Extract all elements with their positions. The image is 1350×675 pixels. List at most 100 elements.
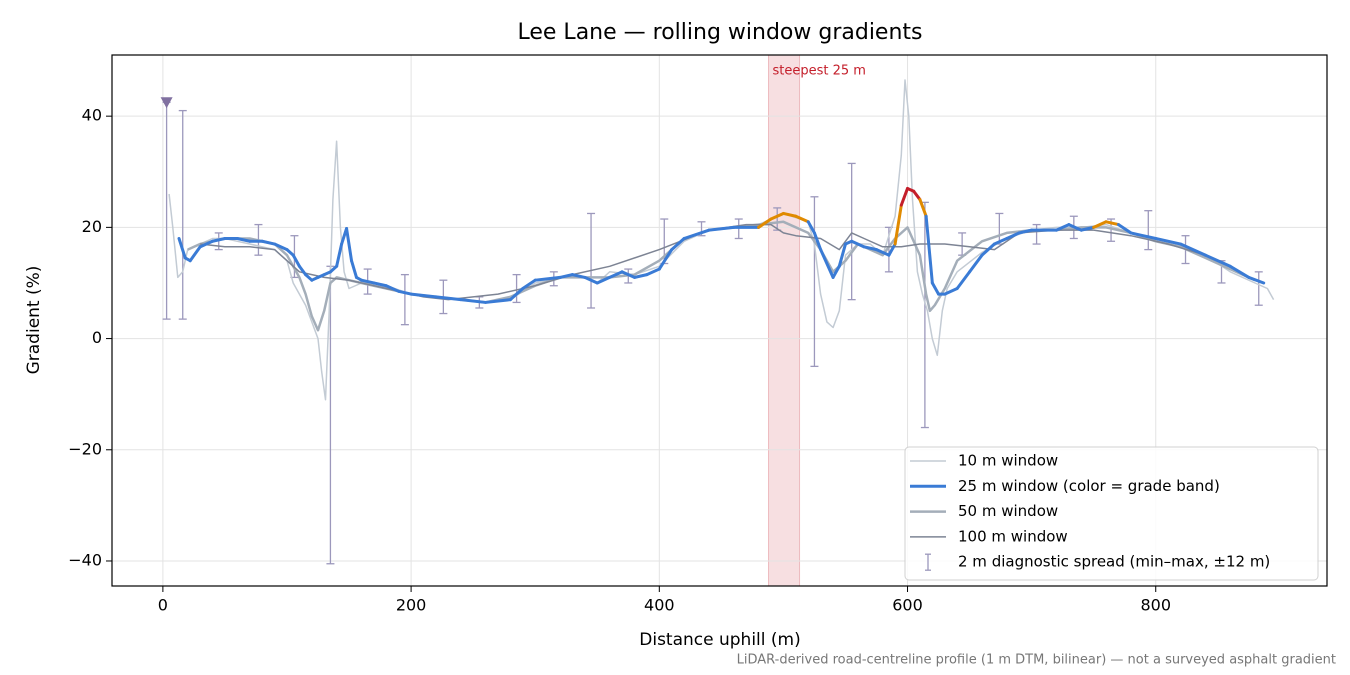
series-segment bbox=[632, 273, 649, 279]
error-bar bbox=[847, 162, 856, 301]
plot-frame bbox=[111, 54, 1328, 587]
series-segment bbox=[862, 245, 878, 252]
series-segment bbox=[372, 281, 388, 288]
series-segment bbox=[595, 275, 612, 285]
series-segment bbox=[874, 248, 891, 257]
series-segment bbox=[794, 214, 810, 224]
error-bar bbox=[512, 273, 521, 304]
series-segment bbox=[955, 270, 972, 291]
series-segment bbox=[893, 203, 903, 246]
series-segment bbox=[769, 211, 785, 221]
legend-label: 100 m window bbox=[958, 527, 1068, 545]
x-tick-label: 0 bbox=[158, 596, 168, 615]
series-segment bbox=[198, 239, 215, 249]
series-segment bbox=[757, 217, 773, 229]
error-bar bbox=[400, 273, 409, 326]
series-segment bbox=[434, 295, 463, 302]
footnote: LiDAR-derived road-centreline profile (1… bbox=[737, 653, 1336, 668]
error-bar bbox=[810, 196, 819, 368]
series-segment bbox=[1067, 223, 1083, 232]
series-segment bbox=[1079, 225, 1096, 232]
axes: steepest 25 m 0 200 400 600 800 −40 −20 0 20 40 bbox=[68, 54, 1328, 615]
series-segment bbox=[850, 239, 866, 249]
series-segment bbox=[459, 298, 488, 304]
series-segment bbox=[1203, 253, 1232, 268]
y-axis-label: Gradient (%) bbox=[24, 266, 44, 375]
series-segment bbox=[1129, 231, 1158, 240]
error-bar bbox=[587, 212, 596, 309]
series-segment bbox=[484, 298, 512, 304]
series-segment bbox=[968, 253, 984, 274]
series-segment bbox=[533, 275, 562, 282]
series-segment bbox=[608, 270, 624, 279]
series-segment bbox=[992, 236, 1009, 246]
series-segment bbox=[831, 264, 841, 279]
marker bbox=[160, 97, 173, 109]
series-segment bbox=[781, 211, 798, 218]
legend-box bbox=[904, 446, 1319, 581]
series-segment bbox=[670, 236, 686, 252]
series-segment bbox=[1154, 236, 1183, 246]
series-segment bbox=[645, 267, 661, 277]
series-segment bbox=[570, 273, 587, 279]
series-segment bbox=[297, 264, 308, 277]
highlight-band bbox=[768, 55, 801, 586]
series-segment bbox=[887, 242, 897, 257]
series-segment bbox=[1054, 223, 1071, 232]
legend: 10 m window 25 m window (color = grade ba… bbox=[904, 446, 1319, 581]
legend-label: 50 m window bbox=[958, 502, 1058, 520]
highlight-label: steepest 25 m bbox=[773, 64, 866, 79]
legend-label: 2 m diagnostic spread (min–max, ±12 m) bbox=[958, 553, 1270, 571]
legend-label: 25 m window (color = grade band) bbox=[958, 477, 1220, 495]
series-segment bbox=[918, 198, 928, 218]
y-tick-label: −40 bbox=[68, 550, 102, 569]
series-segment bbox=[1247, 275, 1266, 285]
series-segment bbox=[1005, 231, 1021, 240]
x-tick-label: 400 bbox=[644, 596, 675, 615]
series-segment bbox=[657, 248, 674, 271]
series-segment bbox=[930, 281, 941, 296]
legend-label: 10 m window bbox=[958, 452, 1058, 470]
x-tick-label: 200 bbox=[396, 596, 427, 615]
y-tick-label: 40 bbox=[82, 106, 102, 125]
series-segment bbox=[1104, 220, 1121, 227]
series-segment bbox=[384, 284, 401, 293]
series-segment bbox=[812, 231, 823, 252]
series-segment bbox=[397, 289, 413, 296]
error-bar bbox=[1254, 271, 1263, 306]
series-segment bbox=[359, 278, 376, 285]
y-tick-label: 20 bbox=[82, 217, 102, 236]
series-segment bbox=[620, 270, 636, 279]
series-segment bbox=[682, 228, 711, 240]
series-segment bbox=[177, 236, 187, 260]
series-segment bbox=[211, 236, 227, 243]
chart-title: Lee Lane — rolling window gradients bbox=[518, 20, 923, 45]
series-segment bbox=[508, 287, 525, 302]
series-segment bbox=[235, 236, 252, 243]
x-axis-label: Distance uphill (m) bbox=[639, 630, 800, 650]
series-segment bbox=[1228, 264, 1251, 279]
series-segment bbox=[350, 259, 358, 279]
series-segment bbox=[521, 278, 537, 291]
series-segment bbox=[924, 214, 934, 285]
series-segment bbox=[912, 189, 922, 202]
series-segment bbox=[558, 273, 574, 279]
error-bar bbox=[1144, 210, 1153, 251]
series-segment bbox=[1092, 220, 1108, 229]
series-segment bbox=[837, 242, 847, 268]
series-segment bbox=[1179, 242, 1207, 257]
series-line bbox=[168, 79, 1275, 401]
series-segment bbox=[291, 253, 301, 268]
y-tick-label: 0 bbox=[92, 328, 102, 347]
series-segment bbox=[409, 292, 438, 299]
x-tick-label: 800 bbox=[1140, 596, 1171, 615]
series-segment bbox=[345, 226, 354, 263]
series-segment bbox=[583, 275, 599, 285]
series-segment bbox=[819, 248, 835, 279]
x-tick-label: 600 bbox=[892, 596, 923, 615]
y-tick-label: −20 bbox=[68, 439, 102, 458]
series-segment bbox=[335, 242, 344, 268]
series-segment bbox=[273, 242, 289, 252]
error-bar bbox=[178, 109, 187, 320]
